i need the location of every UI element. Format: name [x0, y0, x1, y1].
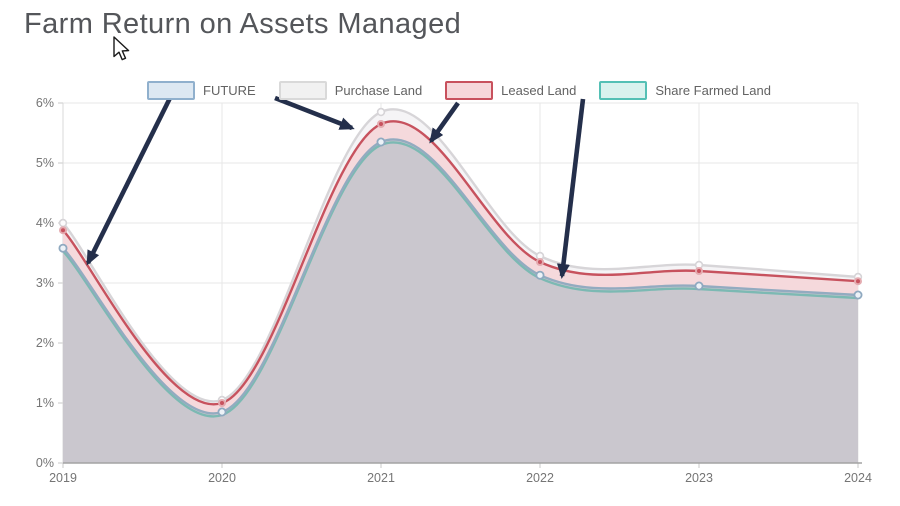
point-future[interactable] — [58, 243, 68, 253]
point-future[interactable] — [853, 290, 863, 300]
x-axis-label: 2022 — [526, 471, 554, 485]
legend-swatch-leased-land — [445, 81, 494, 100]
legend-item-leased-land[interactable]: Leased Land — [445, 81, 576, 100]
arrow-share-farmed-land — [556, 98, 586, 279]
arrow-future — [85, 96, 173, 266]
legend: FUTURE Purchase Land Leased Land Share F… — [147, 81, 771, 100]
arrow-leased-land — [429, 101, 460, 144]
legend-item-share-farmed-land[interactable]: Share Farmed Land — [599, 81, 771, 100]
legend-swatch-purchase-land — [278, 81, 327, 100]
x-axis-label: 2023 — [685, 471, 713, 485]
arrow-purchase-land — [274, 95, 355, 131]
legend-swatch-share-farmed-land — [599, 81, 648, 100]
x-axis-label: 2019 — [49, 471, 77, 485]
series-area-future — [63, 139, 858, 463]
legend-label-purchase-land: Purchase Land — [334, 83, 423, 98]
y-axis-label: 3% — [36, 276, 54, 290]
legend-item-purchase-land[interactable]: Purchase Land — [278, 81, 423, 100]
x-axis-label: 2020 — [208, 471, 236, 485]
y-axis-label: 6% — [36, 96, 54, 110]
y-axis-label: 2% — [36, 336, 54, 350]
legend-item-future[interactable]: FUTURE — [147, 81, 256, 100]
point-purchase-land[interactable] — [58, 218, 68, 228]
y-axis-label: 1% — [36, 396, 54, 410]
point-leased-land[interactable] — [218, 399, 226, 407]
point-leased-land[interactable] — [377, 120, 385, 128]
legend-swatch-future — [147, 81, 195, 100]
point-future[interactable] — [535, 270, 545, 280]
point-future[interactable] — [694, 281, 704, 291]
chart-title: Farm Return on Assets Managed — [24, 8, 462, 40]
x-axis-label: 2024 — [844, 471, 872, 485]
point-leased-land[interactable] — [695, 267, 703, 275]
y-axis-label: 4% — [36, 216, 54, 230]
point-future[interactable] — [376, 137, 386, 147]
point-leased-land[interactable] — [854, 277, 862, 286]
legend-label-share-farmed-land: Share Farmed Land — [655, 83, 771, 98]
legend-label-leased-land: Leased Land — [501, 83, 577, 98]
point-purchase-land[interactable] — [376, 107, 386, 117]
point-leased-land[interactable] — [59, 226, 67, 235]
legend-label-future: FUTURE — [203, 83, 256, 98]
mouse-cursor — [113, 36, 130, 61]
y-axis-label: 5% — [36, 156, 54, 170]
point-leased-land[interactable] — [536, 258, 544, 266]
point-future[interactable] — [217, 407, 227, 417]
y-axis-label: 0% — [36, 456, 54, 470]
x-axis-label: 2021 — [367, 471, 395, 485]
